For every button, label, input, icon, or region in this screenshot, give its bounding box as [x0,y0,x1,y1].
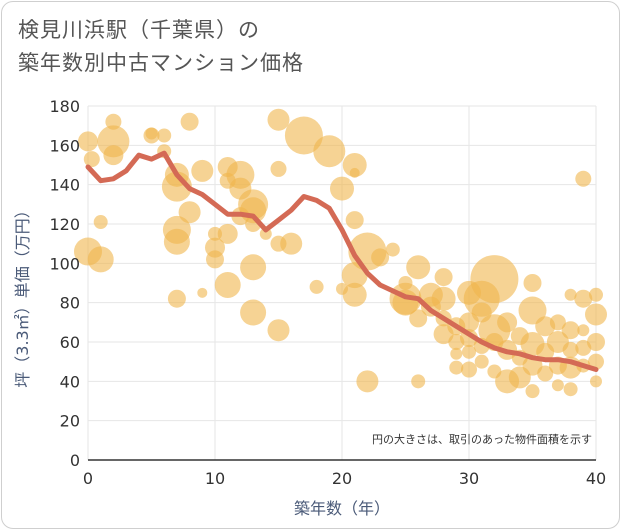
bubble-point [356,370,379,393]
bubble-point [406,255,431,280]
bubble-point [398,276,413,290]
bubble-point [330,176,354,201]
bubble-point [206,250,224,269]
bubble-point [371,248,390,267]
bubble-point [284,116,323,155]
chart-title: 検見川浜駅（千葉県）の 築年数別中古マンション価格 [18,14,304,80]
title-line-1: 検見川浜駅（千葉県）の [18,18,260,42]
y-tick-label: 0 [70,451,80,470]
bubble-point [525,384,540,399]
bubble-point [577,324,590,337]
bubble-point [313,135,346,168]
bubble-point [575,170,592,187]
bubble-point [342,282,367,307]
y-tick-label: 140 [49,176,80,195]
bubble-point [537,365,554,382]
bubble-point [587,333,605,351]
bubble-point [518,296,547,325]
bubble-point [349,167,360,178]
bubble-point [178,201,201,224]
bubble-point [214,271,241,298]
bubble-point [342,153,367,177]
bubble-point [145,127,158,140]
bubble-point [240,254,267,281]
bubble-point [590,375,602,388]
title-line-2: 築年数別中古マンション価格 [18,51,304,75]
y-tick-label: 180 [49,97,80,116]
bubble-point [564,288,577,301]
bubble-point [551,379,564,392]
bubble-point [87,246,114,273]
bubble-point [167,289,186,308]
bubble-point [474,354,489,369]
bubble-point [309,279,324,294]
y-tick-label: 160 [49,136,80,155]
bubble-point [83,151,100,168]
bubble-point [409,309,428,328]
bubble-point [461,361,477,378]
x-tick-labels: 0 10 20 30 40 [83,469,606,488]
y-axis-label: 坪（3.3㎡）単価（万円） [13,202,32,387]
bubble-point [449,360,464,375]
bubble-point [470,255,519,304]
bubble-point [585,303,607,326]
bubble-point [163,228,190,255]
bubble-point [93,215,108,230]
bubble-point [78,131,98,152]
y-tick-labels: 0 20 40 60 80 100 120 140 160 180 [49,97,80,470]
y-tick-label: 20 [60,412,80,431]
bubble-point [197,287,208,298]
bubble-point [259,227,272,240]
bubble-point [431,286,456,311]
x-tick-label: 10 [205,469,225,488]
bubble-point [574,289,593,308]
x-tick-label: 0 [83,469,93,488]
bubble-point [267,108,290,131]
bubble-point [267,319,290,342]
y-tick-label: 40 [60,372,80,391]
bubble-point [561,321,580,340]
bubble-point [549,314,566,331]
y-tick-label: 100 [49,254,80,273]
bubble-point [562,341,579,358]
bubble-point [157,128,172,143]
bubble-point [240,299,267,326]
bubble-point [589,287,603,302]
x-tick-label: 30 [459,469,479,488]
bubble-point [103,145,124,166]
bubble-point [270,160,287,177]
x-tick-label: 20 [332,469,352,488]
bubble-point [462,344,476,359]
bubble-point [497,312,518,333]
x-tick-label: 40 [586,469,606,488]
bubble-point [161,171,192,202]
bubble-point [450,347,463,360]
x-axis-label: 築年数（年） [294,499,390,518]
bubble-point [523,274,542,292]
bubble-point [280,232,303,255]
bubble-point [563,382,578,397]
bubble-point [191,159,214,182]
bubble-point [434,268,453,287]
bubble-point [105,113,122,130]
bubble-point [180,112,199,131]
bubble-point [345,211,364,230]
bubble-point [411,374,426,389]
bubble-point [385,242,400,257]
y-tick-label: 80 [60,294,80,313]
trend-line [85,150,599,372]
y-tick-label: 60 [60,333,80,352]
bubble-point [217,223,238,244]
y-tick-label: 120 [49,215,80,234]
size-note: 円の大きさは、取引のあった物件面積を示す [372,432,592,446]
